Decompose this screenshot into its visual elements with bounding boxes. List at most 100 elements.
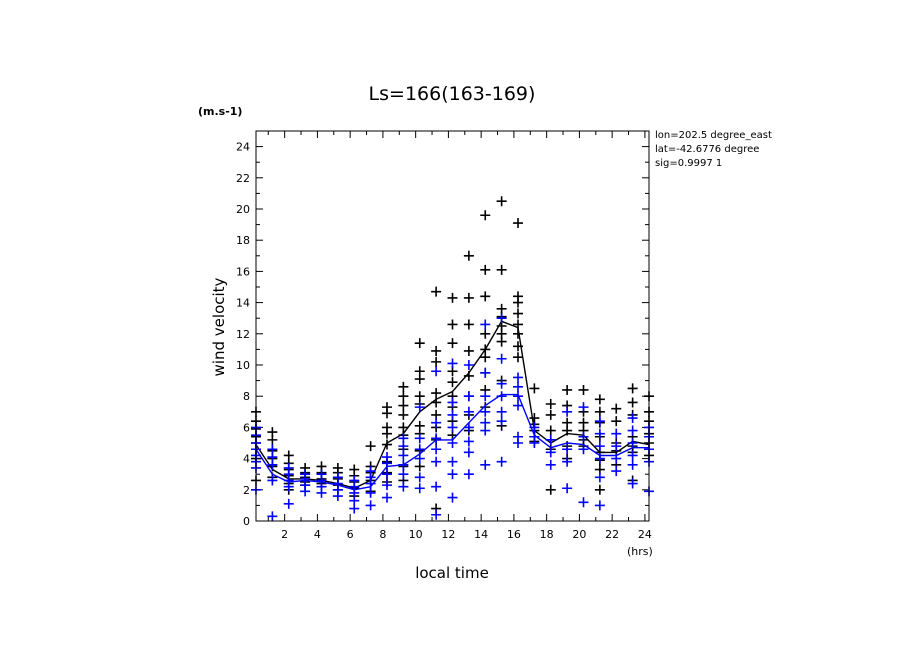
y-tick-label: 6 <box>243 421 250 434</box>
data-point <box>545 434 556 445</box>
data-point <box>545 409 556 420</box>
data-point <box>283 498 294 509</box>
data-point <box>611 428 622 439</box>
y-tick-label: 24 <box>236 141 250 154</box>
x-tick-label: 10 <box>409 528 423 541</box>
data-point <box>365 487 376 498</box>
data-point <box>545 459 556 470</box>
data-point <box>332 491 343 502</box>
data-point <box>414 374 425 385</box>
x-tick-label: 12 <box>441 528 455 541</box>
data-point <box>496 353 507 364</box>
data-point <box>513 400 523 411</box>
x-tick-label: 22 <box>605 528 619 541</box>
y-tick-label: 4 <box>243 453 250 466</box>
data-point <box>431 417 442 428</box>
data-point <box>562 384 573 395</box>
data-point <box>578 497 589 508</box>
data-point <box>513 308 523 319</box>
data-point <box>627 459 638 470</box>
data-point <box>480 319 491 330</box>
data-point <box>431 509 442 520</box>
data-point <box>513 297 523 308</box>
data-point <box>611 441 622 452</box>
data-point <box>349 503 360 514</box>
data-point <box>529 438 540 448</box>
data-point <box>431 286 442 297</box>
data-point <box>431 444 442 455</box>
data-point <box>398 400 409 411</box>
data-point <box>627 450 638 461</box>
data-point <box>513 352 523 363</box>
data-point <box>447 397 458 408</box>
data-point <box>627 413 638 424</box>
data-point <box>611 466 622 477</box>
series-mean-line <box>255 393 649 491</box>
data-point <box>513 438 523 448</box>
data-point <box>431 481 442 492</box>
info-line-lat: lat=-42.6776 degree <box>655 144 759 155</box>
y-tick-label: 12 <box>236 328 250 341</box>
chart-title: Ls=166(163-169) <box>369 83 536 105</box>
data-point <box>627 425 638 436</box>
data-point <box>447 469 458 480</box>
data-point <box>365 500 376 511</box>
data-point <box>267 434 278 445</box>
data-point <box>562 483 573 494</box>
data-point <box>316 487 327 498</box>
data-point <box>594 484 605 495</box>
data-point <box>480 425 491 436</box>
data-point <box>463 447 474 458</box>
data-point <box>480 210 491 221</box>
data-point <box>431 366 442 377</box>
data-point <box>480 264 491 275</box>
data-point <box>578 444 589 455</box>
data-point <box>496 336 507 347</box>
data-point <box>578 431 589 442</box>
data-point <box>414 453 425 464</box>
data-point <box>283 481 294 492</box>
data-point <box>398 450 409 461</box>
data-point <box>627 478 638 489</box>
x-tick-label: 16 <box>507 528 521 541</box>
data-point <box>463 422 474 433</box>
data-point <box>594 428 605 439</box>
data-point <box>480 391 491 402</box>
data-point <box>513 372 523 383</box>
data-point <box>398 441 409 452</box>
data-point <box>578 384 589 395</box>
x-axis-unit: (hrs) <box>627 545 653 558</box>
data-point <box>382 428 392 439</box>
data-point <box>414 483 425 494</box>
data-point <box>562 406 573 417</box>
y-axis-unit: (m.s-1) <box>198 105 242 118</box>
info-line-sig: sig=0.9997 1 <box>655 158 722 169</box>
y-tick-label: 8 <box>243 390 250 403</box>
data-point <box>398 469 409 480</box>
data-point <box>447 319 458 330</box>
data-point <box>496 406 507 417</box>
y-tick-label: 18 <box>236 234 250 247</box>
data-point <box>480 328 491 339</box>
data-point <box>382 492 392 503</box>
data-point <box>545 425 556 436</box>
x-tick-label: 24 <box>638 528 652 541</box>
data-point <box>627 397 638 408</box>
data-point <box>594 416 605 427</box>
data-point <box>578 402 589 413</box>
data-point <box>398 409 409 420</box>
plot-area: 2 4 6 8 10 12 14 16 18 20 22 2402468101214161820222… <box>236 130 654 541</box>
data-point <box>463 436 474 447</box>
x-tick-label: 18 <box>540 528 554 541</box>
data-point <box>545 484 556 495</box>
data-point <box>463 250 474 261</box>
info-line-lon: lon=202.5 degree_east <box>655 130 772 141</box>
data-point <box>447 358 458 369</box>
data-point <box>414 402 425 413</box>
data-point <box>627 383 638 394</box>
data-point <box>431 356 442 367</box>
data-point <box>300 486 311 497</box>
data-point <box>398 481 409 492</box>
data-point <box>463 292 474 303</box>
data-point <box>594 406 605 417</box>
